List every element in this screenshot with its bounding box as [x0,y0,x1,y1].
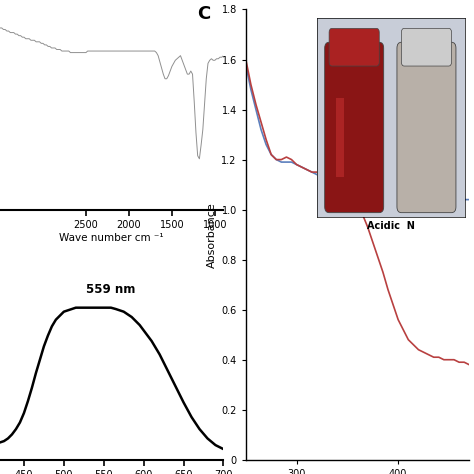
Text: C: C [197,5,210,23]
X-axis label: Wave number cm ⁻¹: Wave number cm ⁻¹ [59,233,164,243]
Text: Acidic  N: Acidic N [367,221,415,231]
Y-axis label: Absorbance: Absorbance [207,202,217,267]
Text: 559 nm: 559 nm [86,283,136,296]
